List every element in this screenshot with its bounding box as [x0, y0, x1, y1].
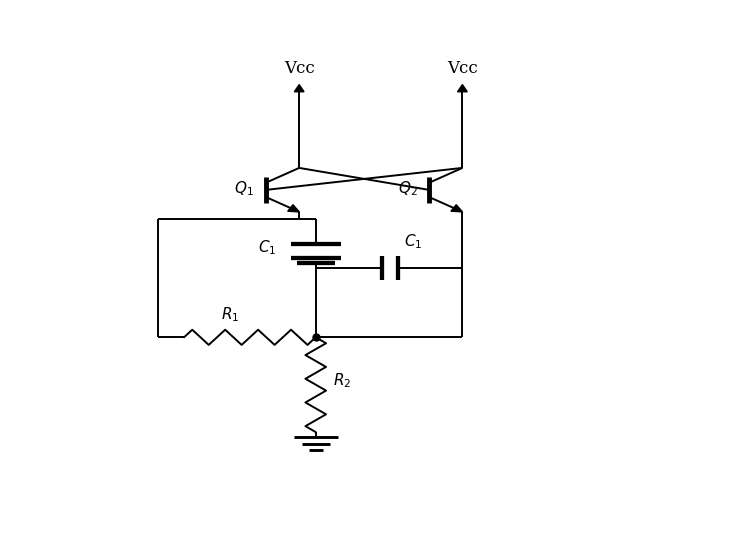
Text: $R_2$: $R_2$ — [333, 371, 351, 390]
Text: $C_1$: $C_1$ — [404, 232, 422, 251]
Text: $R_1$: $R_1$ — [221, 305, 239, 324]
Text: $Q_1$: $Q_1$ — [234, 179, 253, 198]
Text: $C_1$: $C_1$ — [258, 238, 276, 257]
Polygon shape — [287, 205, 299, 212]
Text: $Q_2$: $Q_2$ — [398, 179, 418, 198]
Polygon shape — [451, 205, 463, 212]
Polygon shape — [457, 85, 467, 92]
Text: Vcc: Vcc — [447, 60, 478, 77]
Polygon shape — [294, 85, 304, 92]
Text: Vcc: Vcc — [284, 60, 315, 77]
